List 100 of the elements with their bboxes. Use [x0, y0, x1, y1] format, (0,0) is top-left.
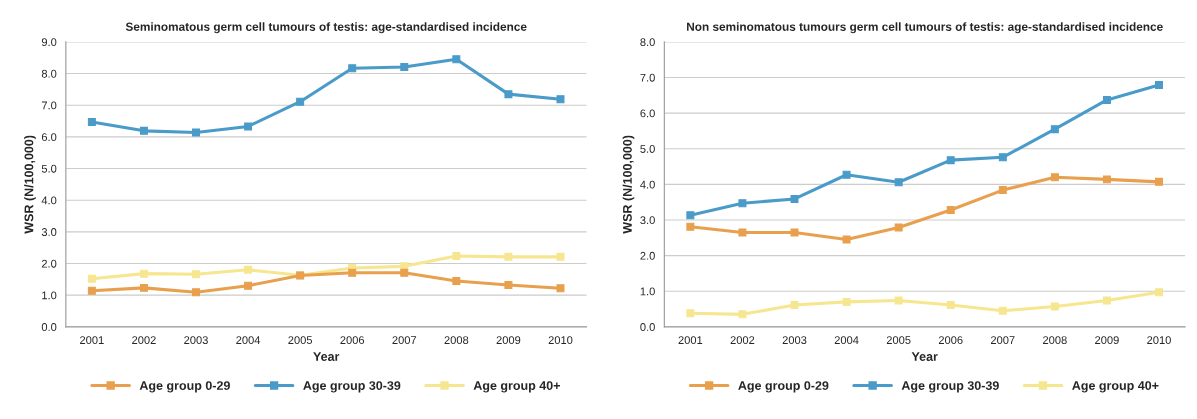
x-tick-label: 2008 [1043, 336, 1067, 345]
y-tick-label: 8.0 [41, 69, 57, 78]
x-tick-label: 2005 [288, 336, 313, 345]
point [738, 199, 747, 208]
chart-title: Non seminomatous tumours germ cell tumours of testis: age-standardised incidence [687, 22, 1163, 34]
point [296, 97, 305, 106]
y-tick-label: 6.0 [640, 109, 655, 118]
point [738, 310, 747, 319]
point [842, 235, 851, 244]
x-tick-label: 2005 [886, 336, 911, 345]
point [244, 281, 253, 290]
point [1155, 81, 1163, 89]
x-tick-label: 2002 [132, 336, 156, 345]
point [400, 62, 409, 71]
legend-label: Age group 0-29 [738, 381, 829, 393]
x-tick-label: 2004 [834, 336, 859, 345]
y-tick-label: 0.0 [41, 323, 57, 331]
x-axis-title: Year [911, 352, 938, 361]
point [790, 228, 799, 237]
legend-label: Age group 40+ [1072, 381, 1159, 393]
y-axis-title: WSR (N/100,000) [622, 135, 635, 234]
x-tick-label: 2008 [444, 336, 469, 345]
point [1050, 302, 1059, 311]
x-tick-label: 2007 [990, 336, 1015, 345]
y-tick-label: 7.0 [41, 101, 57, 110]
point [192, 270, 200, 279]
y-tick-label: 3.0 [640, 216, 655, 225]
x-axis-title: Year [313, 352, 340, 361]
point [998, 306, 1007, 315]
point [400, 268, 409, 277]
point [192, 128, 200, 137]
x-tick-label: 2004 [236, 336, 261, 345]
point [504, 281, 513, 290]
point [452, 276, 461, 285]
point [139, 126, 148, 135]
y-tick-label: 7.0 [640, 73, 655, 82]
point [1050, 173, 1059, 182]
legend-label: Age group 40+ [473, 381, 560, 393]
x-tick-label: 2002 [730, 336, 755, 345]
y-tick-label: 4.0 [640, 180, 655, 189]
point [842, 170, 851, 179]
point [1050, 125, 1059, 134]
y-axis-title: WSR (N/100,000) [24, 135, 36, 234]
point [894, 296, 903, 305]
point [244, 265, 253, 274]
point [1102, 95, 1111, 104]
point [87, 274, 96, 283]
y-tick-label: 6.0 [41, 133, 57, 142]
point [946, 206, 955, 214]
point [894, 178, 903, 187]
y-tick-label: 1.0 [42, 291, 57, 300]
x-tick-label: 2001 [678, 336, 703, 345]
x-tick-label: 2001 [80, 336, 104, 345]
y-tick-label: 5.0 [640, 145, 655, 153]
point [1155, 288, 1163, 297]
chart-title: Seminomatous germ cell tumours of testis: age-standardised incidence [125, 22, 527, 34]
y-tick-label: 5.0 [41, 164, 57, 173]
x-tick-label: 2007 [392, 336, 417, 345]
point [790, 194, 799, 203]
point [452, 251, 461, 260]
y-tick-label: 0.0 [640, 323, 655, 331]
x-tick-label: 2010 [548, 336, 573, 345]
point [738, 228, 747, 237]
legend-label: Age group 0-29 [139, 381, 230, 393]
legend-label: Age group 30-39 [303, 381, 401, 393]
point [87, 286, 96, 295]
point [1102, 175, 1111, 184]
point [790, 301, 799, 310]
y-tick-label: 8.0 [640, 38, 655, 47]
point [1155, 177, 1163, 186]
x-tick-label: 2006 [340, 336, 365, 345]
x-tick-label: 2009 [496, 336, 521, 345]
y-tick-label: 2.0 [640, 251, 655, 260]
x-tick-label: 2009 [1095, 336, 1119, 345]
point [139, 269, 148, 278]
point [1102, 296, 1111, 305]
point [348, 64, 357, 73]
point [946, 156, 955, 165]
x-tick-label: 2003 [184, 336, 208, 345]
point [842, 297, 851, 306]
point [998, 153, 1007, 162]
point [946, 301, 955, 310]
y-tick-label: 4.0 [41, 196, 57, 205]
point [244, 122, 253, 131]
y-tick-label: 9.0 [41, 38, 57, 47]
x-tick-label: 2006 [938, 336, 963, 345]
x-tick-label: 2010 [1147, 336, 1171, 345]
point [87, 118, 96, 126]
point [894, 223, 903, 232]
point [192, 288, 200, 297]
point [998, 186, 1007, 195]
point [686, 211, 695, 220]
y-tick-label: 3.0 [41, 228, 57, 236]
point [504, 252, 513, 261]
legend-label: Age group 30-39 [901, 381, 999, 393]
point [139, 283, 148, 292]
x-tick-label: 2003 [782, 336, 807, 345]
point [348, 268, 357, 277]
point [504, 90, 513, 99]
point [686, 309, 695, 318]
